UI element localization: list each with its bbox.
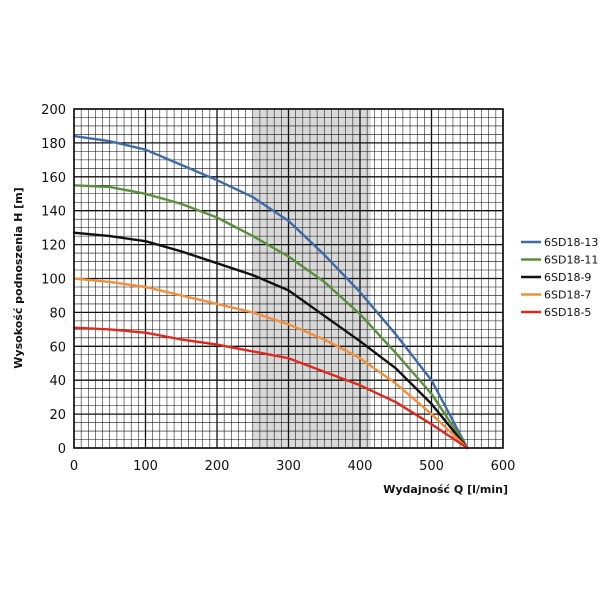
x-tick-label: 200 (205, 459, 230, 474)
y-tick-label: 140 (41, 205, 66, 220)
legend-label: 6SD18-9 (544, 271, 591, 284)
legend-label: 6SD18-7 (544, 289, 591, 302)
tick-labels: 0 100 200 300 400 500 600 0 20 40 60 80 100 120 140 160… (41, 103, 515, 474)
legend-label: 6SD18-5 (544, 306, 591, 319)
series-lines (72, 134, 469, 450)
y-tick-label: 40 (49, 374, 66, 389)
x-axis-title: Wydajność Q [l/min] (383, 483, 508, 496)
y-tick-label: 200 (41, 103, 66, 118)
y-tick-label: 20 (49, 408, 66, 423)
y-tick-label: 80 (49, 306, 66, 321)
y-tick-label: 160 (41, 171, 66, 186)
series-line-6sd18-11 (72, 184, 469, 450)
y-axis-title: Wysokość podnoszenia H [m] (12, 187, 25, 368)
legend-label: 6SD18-11 (544, 254, 598, 267)
legend-label: 6SD18-13 (544, 236, 598, 249)
series-line-6sd18-5 (72, 326, 469, 450)
y-tick-label: 100 (41, 273, 66, 288)
y-tick-label: 120 (41, 239, 66, 254)
y-tick-label: 60 (49, 340, 66, 355)
x-tick-label: 300 (276, 459, 301, 474)
legend: 6SD18-13 6SD18-11 6SD18-9 6SD18-7 6SD18-5 (521, 236, 598, 319)
y-tick-label: 0 (58, 442, 66, 457)
plot-frame (73, 108, 504, 449)
x-tick-label: 0 (70, 459, 78, 474)
series-line-6sd18-9 (72, 231, 469, 450)
x-tick-label: 100 (133, 459, 158, 474)
grid (73, 108, 504, 449)
series-line-6sd18-7 (72, 277, 469, 450)
x-tick-label: 400 (348, 459, 373, 474)
x-tick-label: 500 (419, 459, 444, 474)
axes (73, 108, 504, 449)
x-tick-label: 600 (491, 459, 516, 474)
y-tick-label: 180 (41, 137, 66, 152)
series-line-6sd18-13 (72, 134, 469, 450)
